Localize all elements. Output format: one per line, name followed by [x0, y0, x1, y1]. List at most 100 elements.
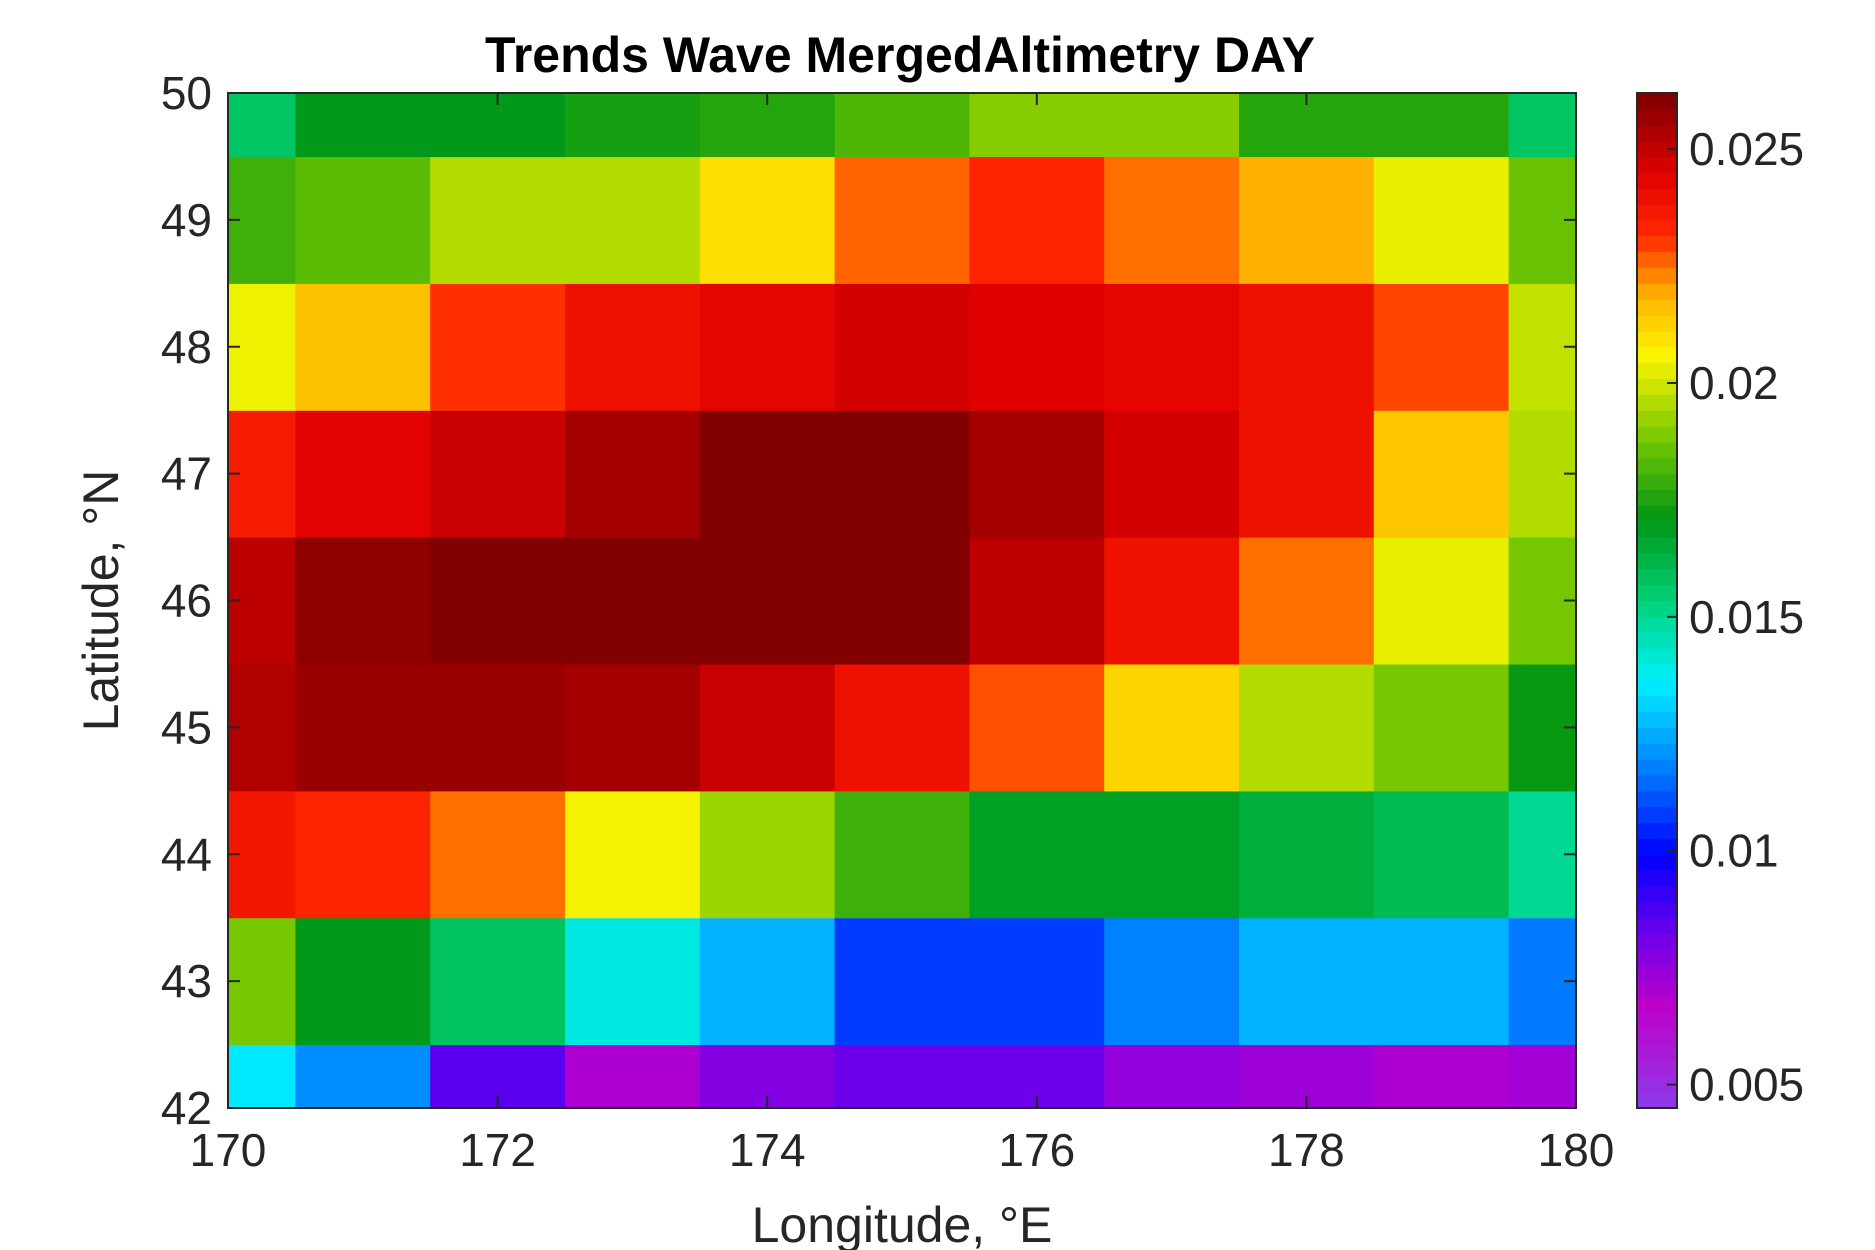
- colorbar-segment: [1637, 283, 1677, 300]
- y-tick-label: 47: [161, 448, 212, 500]
- heatmap-cell: [1373, 537, 1510, 665]
- x-axis: 170 172 174 176 178 180: [190, 93, 1615, 1176]
- heatmap-cell: [834, 790, 970, 919]
- colorbar-segment: [1637, 600, 1677, 617]
- heatmap-cell: [1373, 917, 1510, 1046]
- colorbar: 0.005 0.01 0.015 0.02 0.025: [1636, 92, 1804, 1111]
- heatmap-cell: [1373, 663, 1510, 792]
- heatmap-cell: [295, 917, 431, 1046]
- heatmap-cell: [295, 410, 431, 538]
- heatmap-cell: [1239, 917, 1375, 1046]
- heatmap-cell: [430, 537, 566, 665]
- y-tick-label: 42: [161, 1082, 212, 1134]
- y-tick-label: 50: [161, 67, 212, 119]
- colorbar-segment: [1637, 108, 1677, 126]
- colorbar-tick-label: 0.025: [1689, 123, 1804, 175]
- heatmap-cell: [1373, 410, 1510, 538]
- colorbar-segment: [1637, 1044, 1677, 1062]
- colorbar-segment: [1637, 965, 1677, 982]
- heatmap-cell: [430, 283, 566, 411]
- colorbar-segment: [1637, 632, 1677, 649]
- heatmap-cell: [295, 790, 431, 919]
- heatmap-cell: [1373, 283, 1510, 411]
- colorbar-segment: [1637, 156, 1677, 173]
- colorbar-segment: [1637, 838, 1677, 855]
- colorbar-segment: [1637, 124, 1677, 142]
- colorbar-segment: [1637, 140, 1677, 158]
- heatmap-cell: [969, 790, 1105, 919]
- x-tick-label: 170: [190, 1124, 267, 1176]
- heatmap-cell: [565, 156, 701, 284]
- colorbar-segment: [1637, 394, 1677, 411]
- y-axis: 42 43 44 45 46 47 48 49 50: [161, 67, 1576, 1134]
- heatmap-cell: [1373, 790, 1510, 919]
- colorbar-segment: [1637, 743, 1677, 760]
- colorbar-segment: [1637, 996, 1677, 1014]
- x-tick-label: 180: [1538, 1124, 1615, 1176]
- y-tick-label: 49: [161, 194, 212, 246]
- heatmap-cell: [1104, 790, 1240, 919]
- colorbar-segment: [1637, 870, 1677, 887]
- heatmap-cell: [699, 537, 836, 665]
- colorbar-segment: [1637, 204, 1677, 221]
- heatmap-cell: [430, 917, 566, 1046]
- colorbar-segment: [1637, 616, 1677, 633]
- colorbar-segment: [1637, 774, 1677, 792]
- colorbar-tick-label: 0.01: [1689, 825, 1779, 877]
- heatmap-cell: [565, 410, 701, 538]
- colorbar-segment: [1637, 346, 1677, 364]
- heatmap-cell: [430, 410, 566, 538]
- colorbar-segment: [1637, 917, 1677, 935]
- heatmap-cell: [699, 410, 836, 538]
- colorbar-segment: [1637, 933, 1677, 951]
- heatmap-cell: [834, 156, 970, 284]
- heatmap-cell: [1239, 537, 1375, 665]
- heatmap-cell: [565, 93, 701, 158]
- heatmap-cell: [295, 537, 431, 665]
- colorbar-segment: [1637, 679, 1677, 697]
- y-axis-label: Latitude, °N: [73, 470, 129, 732]
- heatmap-cell: [228, 1044, 296, 1109]
- colorbar-segment: [1637, 822, 1677, 839]
- x-tick-label: 174: [729, 1124, 806, 1176]
- colorbar-segment: [1637, 790, 1677, 808]
- heatmap-cell: [1104, 156, 1240, 284]
- colorbar-segment: [1637, 473, 1677, 491]
- colorbar-segment: [1637, 1092, 1677, 1109]
- x-axis-label: Longitude, °E: [752, 1197, 1053, 1250]
- heatmap-cell: [834, 1044, 970, 1109]
- heatmap-cell: [1104, 1044, 1240, 1109]
- heatmap-cell: [565, 917, 701, 1046]
- heatmap-cell: [834, 93, 970, 158]
- colorbar-segment: [1637, 251, 1677, 269]
- heatmap-cell: [1239, 663, 1375, 792]
- colorbar-segment: [1637, 330, 1677, 348]
- colorbar-segment: [1637, 267, 1677, 284]
- colorbar-segment: [1637, 981, 1677, 998]
- heatmap-cell: [699, 156, 836, 284]
- heatmap-cell: [1104, 410, 1240, 538]
- heatmap-cell: [834, 917, 970, 1046]
- y-tick-label: 46: [161, 575, 212, 627]
- heatmap-cell: [565, 537, 701, 665]
- heatmap-cell: [295, 283, 431, 411]
- colorbar-frame: [1636, 92, 1678, 1109]
- x-tick-label: 172: [459, 1124, 536, 1176]
- heatmap-cell: [430, 663, 566, 792]
- colorbar-segment: [1637, 806, 1677, 824]
- colorbar-segment: [1637, 362, 1677, 380]
- heatmap-cell: [969, 917, 1105, 1046]
- heatmap-cell: [699, 663, 836, 792]
- heatmap-cell: [834, 537, 970, 665]
- colorbar-segment: [1637, 949, 1677, 966]
- heatmap-cell: [969, 537, 1105, 665]
- colorbar-segment: [1637, 1012, 1677, 1030]
- heatmap-cell: [1104, 537, 1240, 665]
- colorbar-segment: [1637, 219, 1677, 237]
- heatmap-cell: [969, 156, 1105, 284]
- heatmap-cell: [1239, 410, 1375, 538]
- heatmap-cell: [565, 790, 701, 919]
- heatmap-cell: [1508, 93, 1577, 158]
- heatmap-cell: [1104, 93, 1240, 158]
